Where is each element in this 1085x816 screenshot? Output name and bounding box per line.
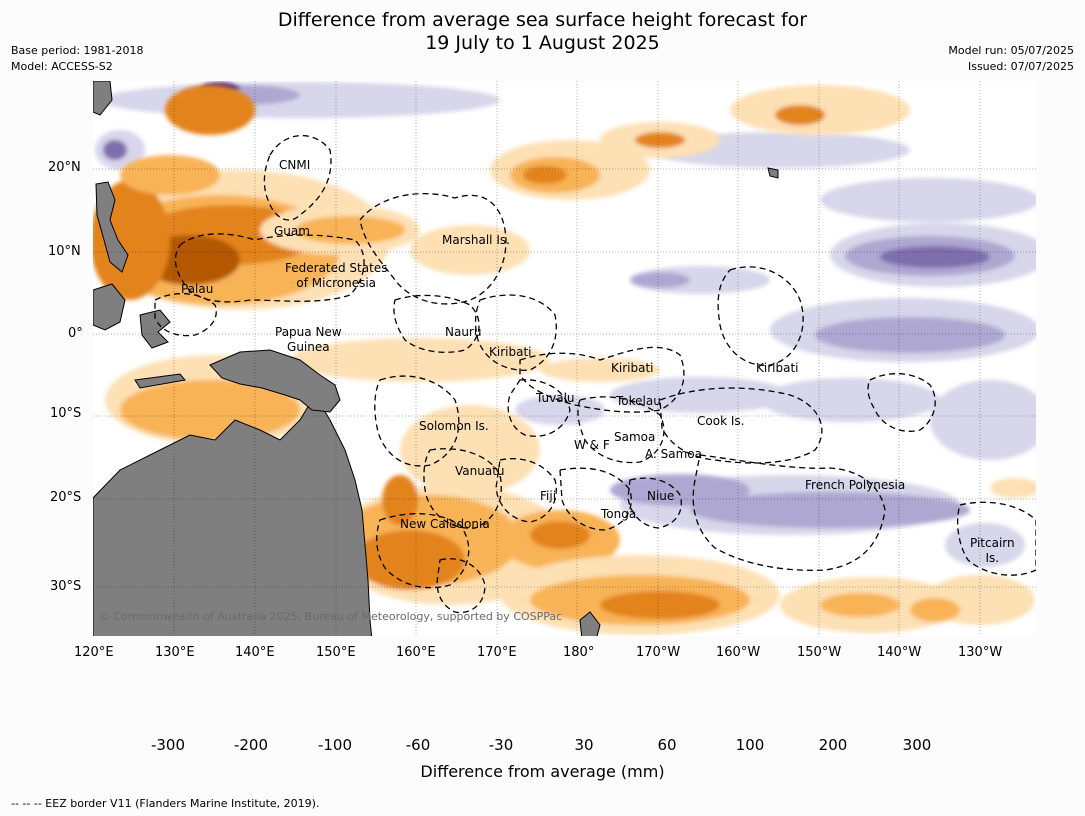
lat-label: 20°N xyxy=(48,160,81,175)
place-label-kiribati-east: Kiribati xyxy=(756,361,799,375)
place-label-new-caledonia: New Caledonia xyxy=(400,517,490,531)
colorbar-tick-label: 30 xyxy=(574,736,594,754)
map-canvas xyxy=(93,81,1036,636)
place-label-guam: Guam xyxy=(274,224,310,238)
place-label-nauru: Nauru xyxy=(445,325,482,339)
borneo-landmass xyxy=(93,283,126,331)
base-period-label: Base period: 1981-2018 xyxy=(11,44,144,57)
place-label-cook-is: Cook Is. xyxy=(697,414,745,428)
colorbar-title: Difference from average (mm) xyxy=(420,762,665,781)
place-label-fsm: Federated States of Micronesia xyxy=(285,261,388,290)
colorbar-tick-label: -60 xyxy=(405,736,431,754)
meta-left: Base period: 1981-2018 Model: ACCESS-S2 xyxy=(11,43,143,75)
eez-borders xyxy=(154,134,1036,614)
negative-anomaly-contours xyxy=(95,82,1036,567)
lon-label: 160°W xyxy=(716,645,761,660)
positive-anomaly-contours xyxy=(93,85,1036,635)
eez-footnote: -- -- -- EEZ border V11 (Flanders Marine… xyxy=(11,797,320,810)
lat-label: 10°N xyxy=(48,244,81,259)
lon-label: 130°E xyxy=(155,645,195,660)
lat-label: 30°S xyxy=(50,579,82,594)
lon-label: 140°W xyxy=(877,645,922,660)
place-label-tuvalu: Tuvalu xyxy=(536,391,575,405)
lon-label: 120°E xyxy=(74,645,114,660)
land-masses xyxy=(93,81,779,636)
graticule xyxy=(93,81,1036,636)
model-label: Model: ACCESS-S2 xyxy=(11,60,113,73)
lon-label: 150°W xyxy=(797,645,842,660)
meta-right: Model run: 05/07/2025 Issued: 07/07/2025 xyxy=(948,43,1074,75)
colorbar-tick-label: -100 xyxy=(317,736,353,754)
lat-label: 0° xyxy=(68,326,83,341)
colorbar-tick-label: -30 xyxy=(488,736,514,754)
hawaii-landmass xyxy=(767,167,779,179)
colorbar-tick-label: -200 xyxy=(233,736,269,754)
place-label-american-samoa: A. Samoa xyxy=(645,447,702,461)
map-title-line1: Difference from average sea surface heig… xyxy=(277,9,808,31)
lon-label: 170°E xyxy=(477,645,517,660)
lon-label: 160°E xyxy=(396,645,436,660)
place-label-cnmi: CNMI xyxy=(279,158,311,172)
place-label-niue: Niue xyxy=(647,489,675,503)
map-area xyxy=(93,81,1036,636)
sulawesi-landmass xyxy=(139,309,171,349)
lat-label: 10°S xyxy=(50,406,82,421)
place-label-tonga: Tonga xyxy=(601,507,637,521)
place-label-kiribati-west: Kiribati xyxy=(489,345,532,359)
philippines-landmass xyxy=(95,181,129,273)
place-label-wallis-futuna: W & F xyxy=(574,438,610,452)
lon-label: 150°E xyxy=(316,645,356,660)
new-guinea-landmass xyxy=(209,349,341,413)
map-title-line2: 19 July to 1 August 2025 xyxy=(425,32,660,54)
place-label-palau: Palau xyxy=(181,282,214,296)
place-label-marshall-is: Marshall Is. xyxy=(442,233,510,247)
model-run-label: Model run: 05/07/2025 xyxy=(948,44,1074,57)
place-label-french-polynesia: French Polynesia xyxy=(805,478,906,492)
lon-label: 180° xyxy=(563,645,595,660)
copyright-notice: © Commonwealth of Australia 2025, Bureau… xyxy=(99,610,563,623)
timor-landmass xyxy=(134,373,186,389)
lat-label: 20°S xyxy=(50,490,82,505)
place-label-kiribati-central: Kiribati xyxy=(611,361,654,375)
place-label-vanuatu: Vanuatu xyxy=(455,464,505,478)
lon-label: 170°W xyxy=(636,645,681,660)
colorbar-tick-label: 300 xyxy=(902,736,932,754)
colorbar-tick-label: -300 xyxy=(150,736,186,754)
colorbar-tick-label: 60 xyxy=(657,736,677,754)
place-label-tokelau: Tokelau xyxy=(616,394,661,408)
place-label-fiji: Fiji xyxy=(540,489,557,503)
colorbar-tick-label: 200 xyxy=(818,736,848,754)
new-zealand-tip xyxy=(579,611,601,636)
place-label-samoa: Samoa xyxy=(614,430,656,444)
place-label-png: Papua New Guinea xyxy=(275,325,342,354)
place-label-pitcairn-is: Pitcairn Is. xyxy=(970,536,1015,565)
colorbar-tick-label: 100 xyxy=(735,736,765,754)
place-label-solomon-is: Solomon Is. xyxy=(419,419,489,433)
issued-label: Issued: 07/07/2025 xyxy=(967,60,1074,73)
lon-label: 140°E xyxy=(235,645,275,660)
taiwan-landmass xyxy=(93,81,113,116)
lon-label: 130°W xyxy=(958,645,1003,660)
